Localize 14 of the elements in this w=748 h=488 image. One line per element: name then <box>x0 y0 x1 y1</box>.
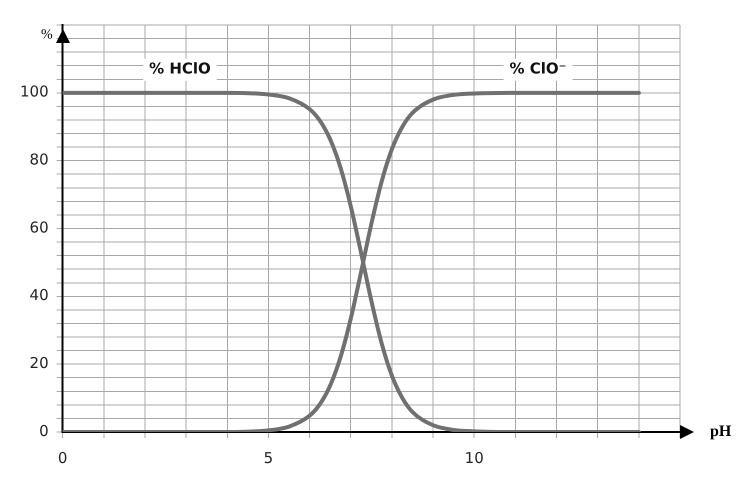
x-tick-label: 0 <box>58 448 68 467</box>
x-tick-label: 10 <box>464 448 484 467</box>
y-tick-label: 20 <box>30 354 49 372</box>
y-tick-label: 60 <box>30 218 49 236</box>
y-tick-label: 0 <box>39 422 49 440</box>
y-axis-title: % <box>40 28 53 43</box>
y-tick-label: 100 <box>20 82 49 101</box>
annotation: % ClO⁻ <box>509 60 567 78</box>
y-tick-label: 80 <box>30 150 49 169</box>
y-tick-label: 40 <box>30 286 49 304</box>
x-tick-label: 5 <box>264 448 274 467</box>
line-series <box>62 90 641 432</box>
x-axis-title: pH <box>710 423 732 440</box>
annotation: % HClO <box>149 60 211 78</box>
